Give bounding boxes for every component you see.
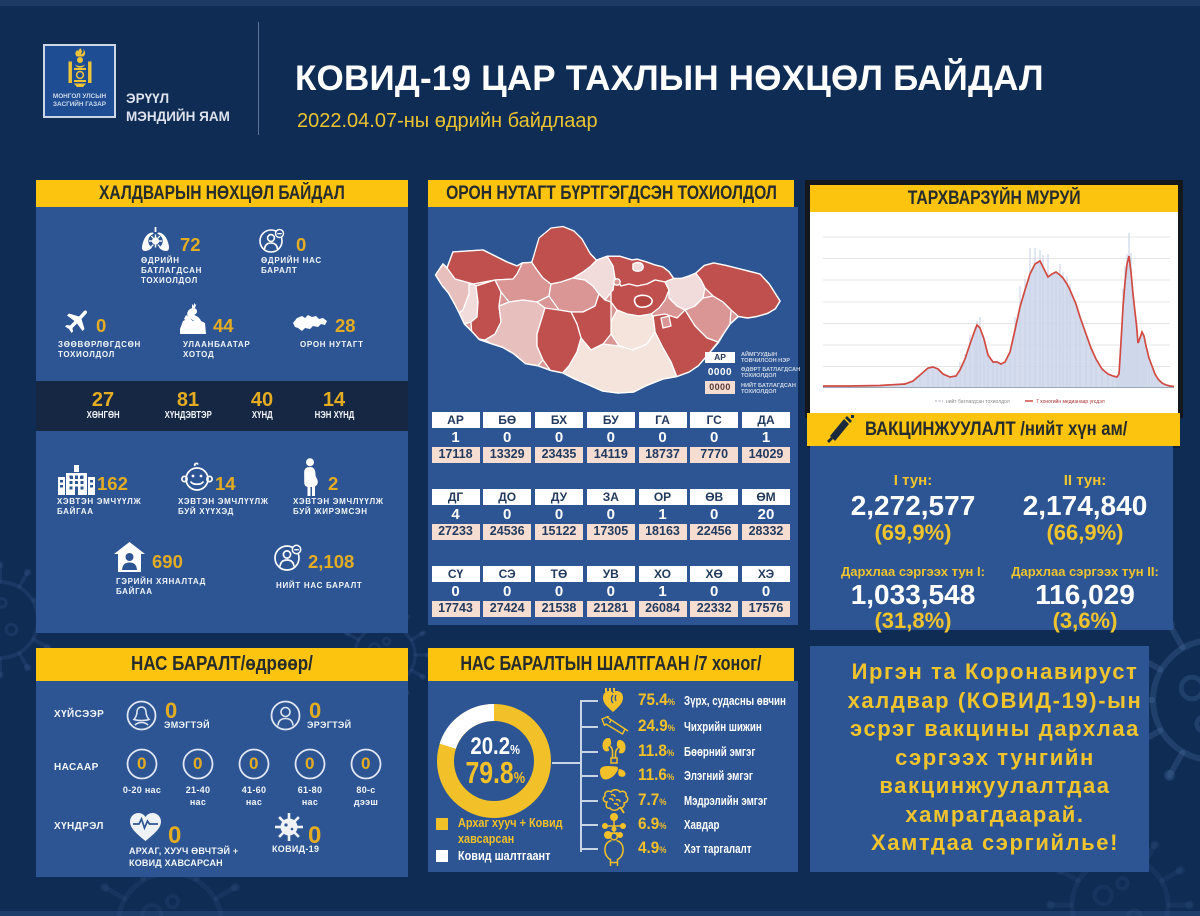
svg-text:нийт батлагдсан тохиолдол: нийт батлагдсан тохиолдол (946, 398, 1010, 405)
svg-text:7 хоногийн медианаар угсдэл: 7 хоногийн медианаар угсдэл (1036, 398, 1105, 405)
